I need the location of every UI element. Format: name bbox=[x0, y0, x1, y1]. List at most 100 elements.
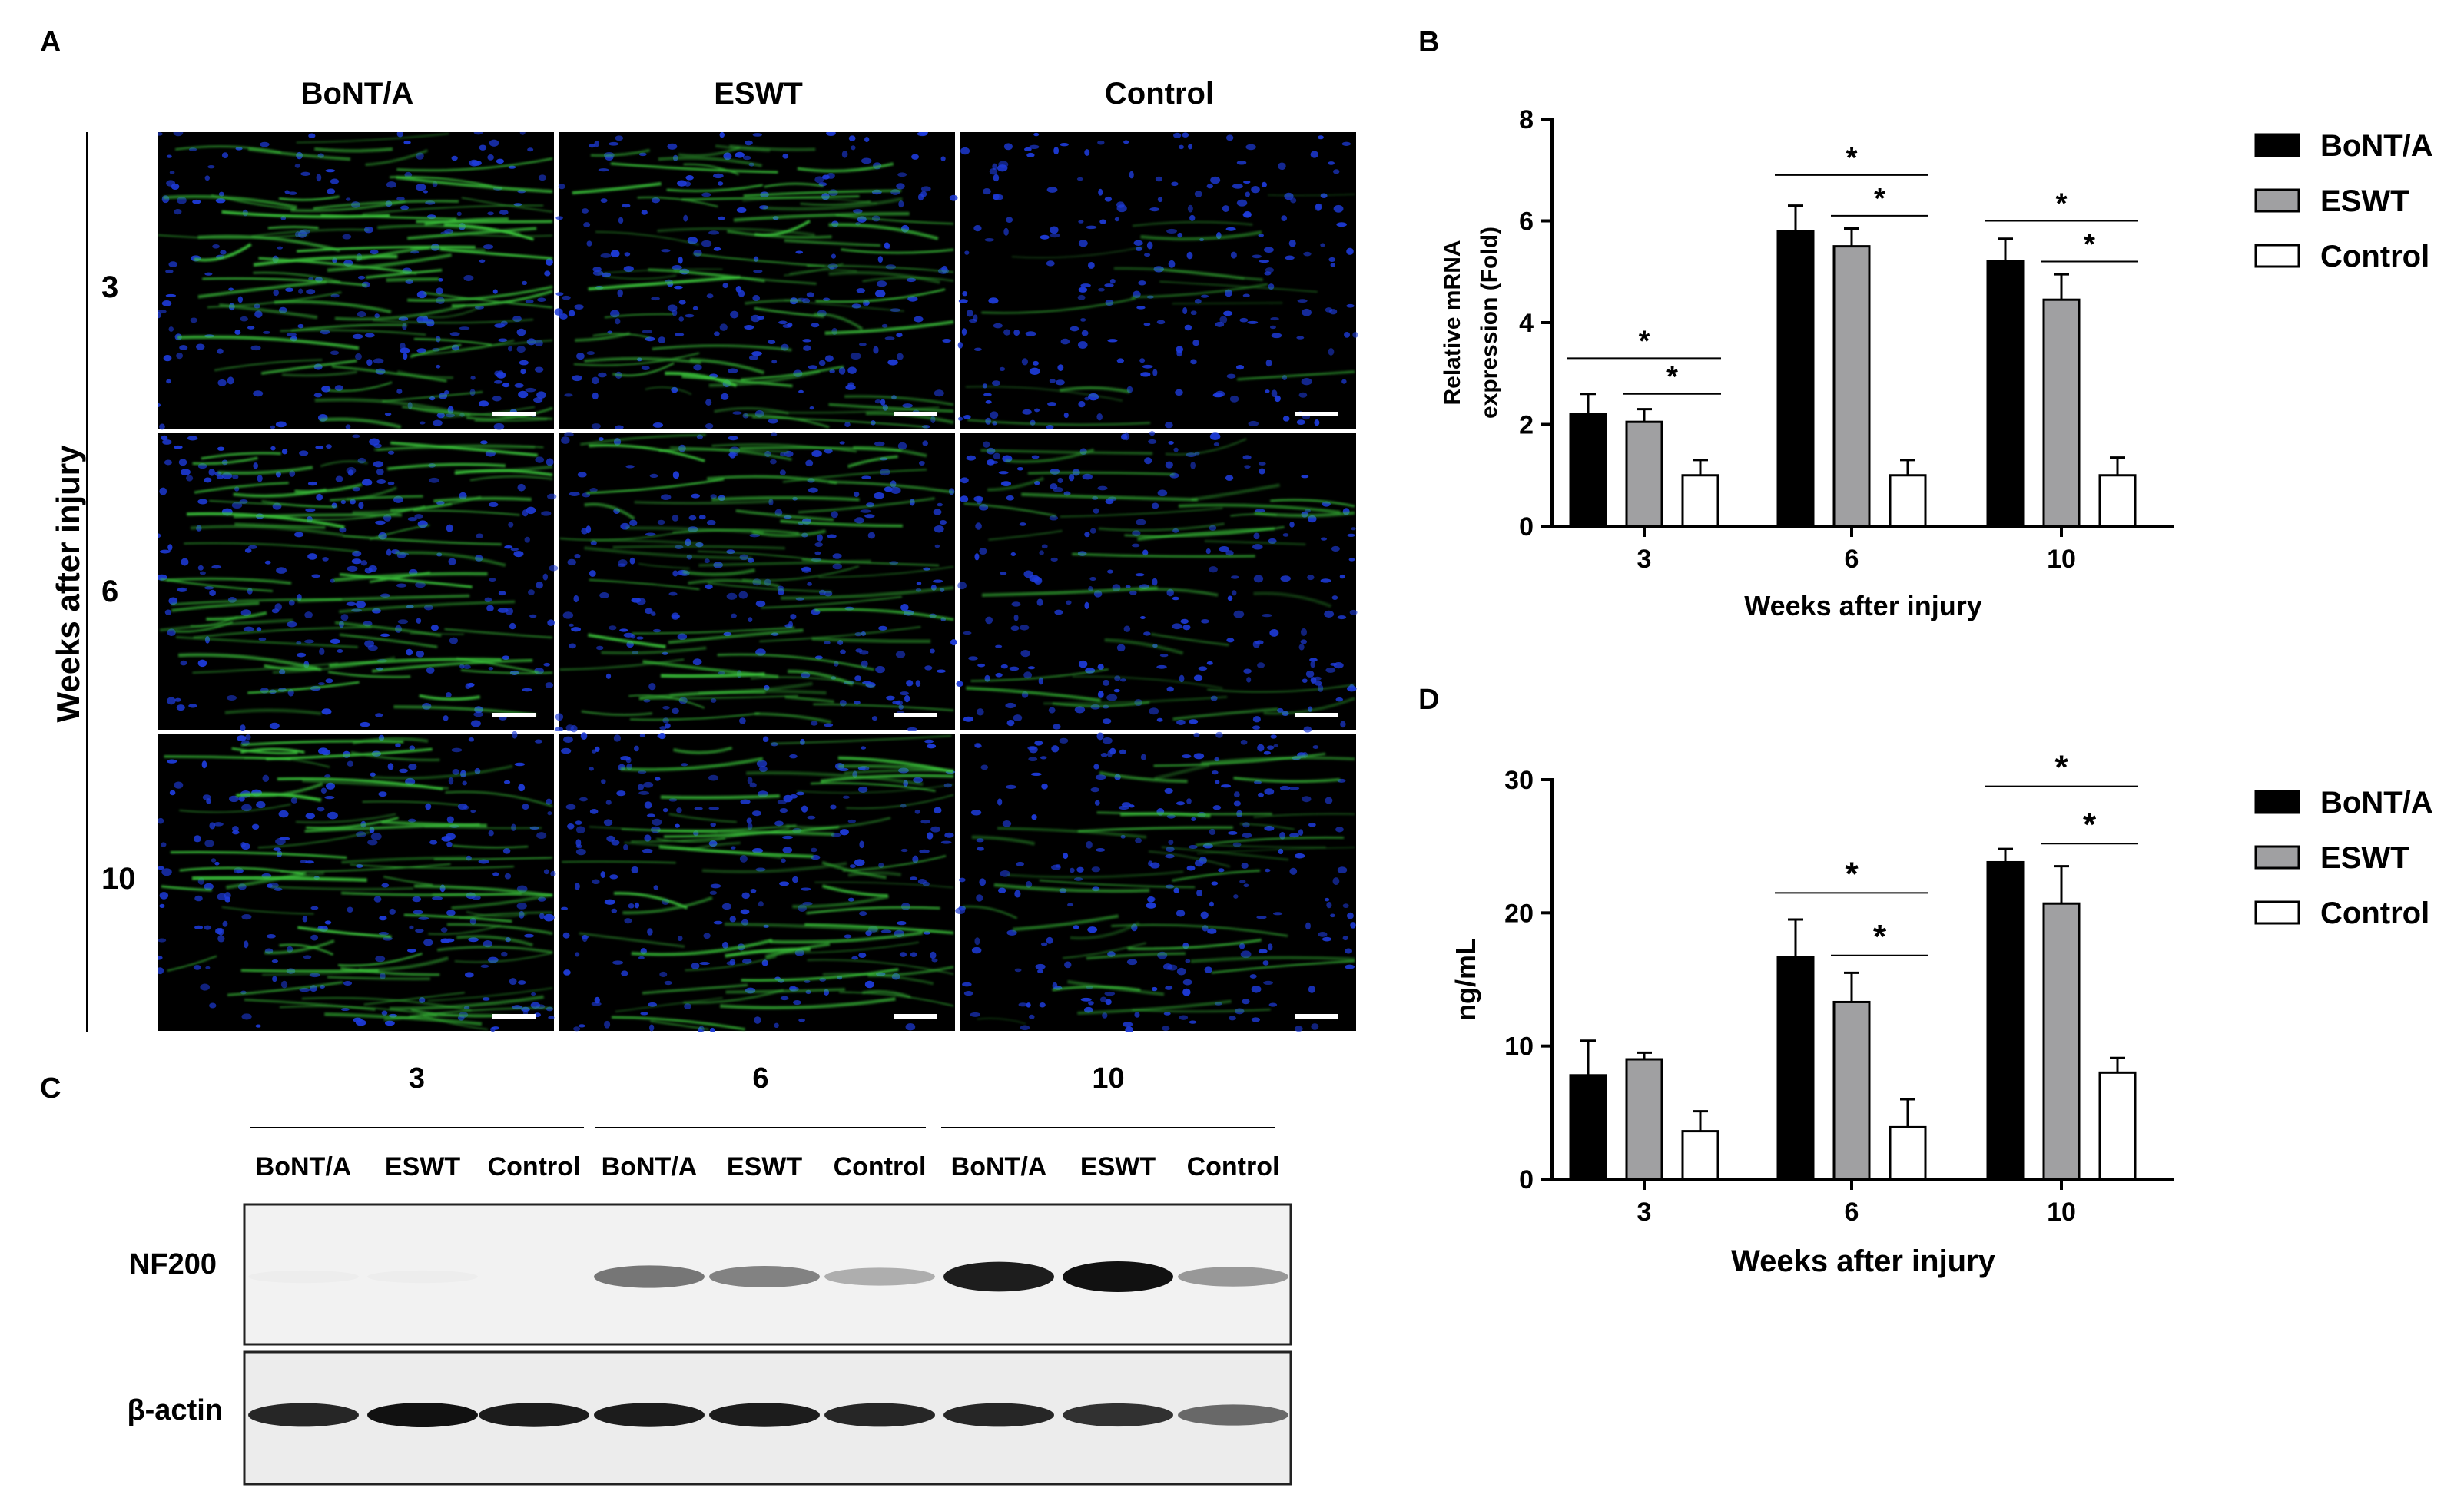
nucleus bbox=[327, 811, 338, 820]
nucleus bbox=[1333, 169, 1340, 174]
nucleus bbox=[505, 607, 514, 615]
nucleus bbox=[1248, 420, 1259, 427]
axon-fiber bbox=[297, 245, 476, 253]
nucleus bbox=[944, 832, 954, 838]
nucleus bbox=[1089, 576, 1096, 582]
nucleus bbox=[209, 589, 216, 596]
nucleus bbox=[438, 277, 443, 282]
nucleus bbox=[827, 534, 837, 538]
nucleus bbox=[1189, 214, 1196, 221]
nucleus bbox=[240, 841, 246, 847]
nucleus bbox=[1000, 664, 1008, 669]
nucleus bbox=[247, 545, 257, 549]
nucleus bbox=[651, 197, 661, 204]
nucleus bbox=[1182, 754, 1192, 759]
axon-fiber bbox=[782, 469, 927, 483]
axon-fiber bbox=[314, 147, 393, 153]
axon-fiber bbox=[572, 181, 662, 195]
axon-fiber bbox=[466, 406, 553, 421]
axon-fiber bbox=[1060, 386, 1130, 394]
nucleus bbox=[174, 208, 182, 215]
axon-fiber bbox=[390, 995, 544, 1011]
nucleus bbox=[241, 914, 252, 920]
axon-fiber bbox=[234, 522, 326, 529]
significance-star: * bbox=[1639, 325, 1650, 357]
nucleus bbox=[1114, 217, 1119, 222]
nucleus bbox=[849, 864, 856, 868]
nucleus bbox=[983, 188, 991, 195]
axon-fiber bbox=[590, 538, 702, 545]
nucleus bbox=[1096, 732, 1104, 741]
axon-fiber bbox=[281, 370, 357, 377]
nucleus bbox=[1251, 185, 1260, 194]
nucleus bbox=[931, 958, 938, 963]
axon-fiber bbox=[828, 223, 939, 240]
nucleus bbox=[321, 708, 332, 715]
nucleus bbox=[1016, 861, 1024, 867]
nucleus bbox=[531, 992, 536, 996]
axon-fiber bbox=[625, 526, 764, 535]
nucleus bbox=[842, 795, 850, 799]
nucleus bbox=[1322, 936, 1331, 942]
nucleus bbox=[537, 297, 546, 302]
nucleus bbox=[518, 390, 529, 399]
nucleus bbox=[305, 860, 314, 864]
nucleus bbox=[1188, 719, 1199, 724]
nucleus bbox=[524, 536, 530, 543]
nucleus bbox=[180, 660, 187, 666]
nucleus bbox=[509, 622, 516, 630]
nucleus bbox=[984, 238, 994, 242]
nucleus bbox=[165, 293, 177, 297]
y-tick-label: 0 bbox=[1519, 512, 1534, 542]
nucleus bbox=[897, 442, 907, 450]
nucleus bbox=[1087, 261, 1095, 269]
nucleus bbox=[1243, 668, 1252, 674]
nucleus bbox=[376, 479, 386, 485]
axon-fiber bbox=[171, 598, 342, 606]
nucleus bbox=[1209, 566, 1218, 573]
nucleus bbox=[524, 933, 534, 938]
nucleus bbox=[416, 290, 427, 299]
nucleus bbox=[963, 631, 972, 635]
nucleus bbox=[1097, 664, 1104, 670]
nucleus bbox=[780, 996, 789, 1001]
axon-fiber bbox=[814, 608, 954, 621]
nucleus bbox=[158, 132, 163, 136]
nucleus bbox=[706, 293, 714, 299]
nucleus bbox=[691, 963, 700, 969]
nucleus bbox=[1074, 706, 1086, 714]
nucleus bbox=[1151, 502, 1159, 509]
nucleus bbox=[1342, 903, 1349, 909]
nucleus bbox=[1207, 928, 1217, 934]
nucleus bbox=[1118, 805, 1129, 810]
nucleus bbox=[1201, 618, 1209, 624]
nucleus bbox=[617, 289, 623, 297]
fiber-group bbox=[159, 441, 553, 717]
nucleus bbox=[713, 920, 723, 925]
nucleus bbox=[522, 804, 529, 810]
nucleus bbox=[915, 680, 921, 688]
nucleus bbox=[161, 842, 167, 847]
axon-fiber bbox=[395, 551, 506, 567]
nucleus bbox=[657, 519, 665, 525]
nucleus bbox=[1109, 278, 1116, 284]
nucleus bbox=[1256, 915, 1267, 919]
nucleus bbox=[960, 495, 969, 503]
nucleus bbox=[791, 876, 799, 883]
row-axis-label: Weeks after injury bbox=[50, 445, 86, 723]
nucleus bbox=[645, 532, 656, 536]
nucleus bbox=[995, 672, 1003, 678]
nucleus bbox=[376, 468, 384, 475]
nucleus bbox=[1255, 509, 1265, 513]
nucleus bbox=[1320, 578, 1331, 583]
axon-fiber bbox=[1263, 697, 1355, 715]
nucleus bbox=[651, 611, 656, 616]
nucleus bbox=[325, 678, 333, 684]
axon-fiber bbox=[735, 509, 834, 522]
nucleus bbox=[554, 308, 563, 316]
nucleus bbox=[1116, 644, 1126, 652]
nucleus bbox=[334, 385, 343, 392]
axon-fiber bbox=[443, 224, 534, 241]
nucleus bbox=[516, 346, 526, 353]
nucleus bbox=[712, 173, 724, 179]
